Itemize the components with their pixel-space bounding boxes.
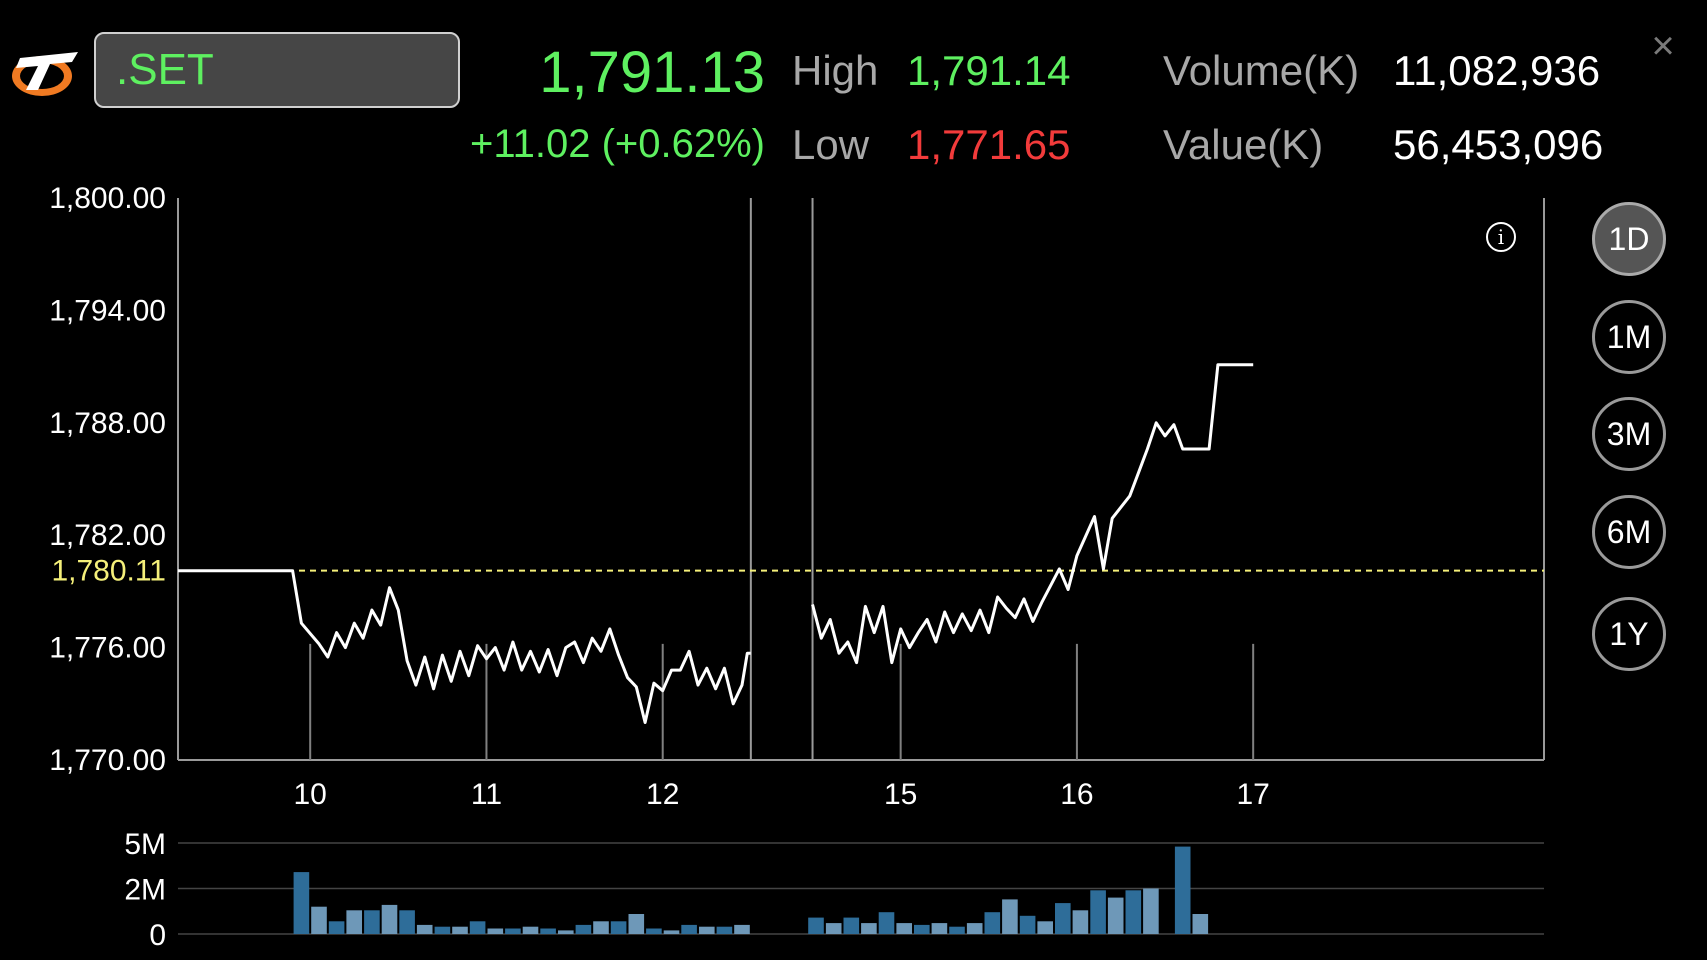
volume-bar [663, 930, 680, 934]
volume-value: 11,082,936 [1393, 47, 1601, 94]
volume-bar [434, 926, 451, 934]
volume-bar [681, 924, 697, 934]
volume-bar [610, 921, 627, 934]
volume-tick-label: 2M [124, 874, 166, 907]
volume-bar [861, 923, 877, 934]
volume-bar [575, 924, 592, 934]
symbol-input[interactable]: .SET [94, 32, 460, 108]
volume-bar [825, 923, 842, 934]
volume-bar [293, 872, 310, 934]
volume-bar [469, 921, 486, 934]
volume-bar [808, 917, 824, 934]
price-line [811, 363, 1254, 665]
y-tick-label: 1,788.00 [49, 407, 166, 440]
range-1y-button[interactable]: 1Y [1592, 597, 1666, 671]
y-tick-label: 1,794.00 [49, 294, 166, 327]
volume-tick-label: 5M [124, 828, 166, 861]
volume-bar [487, 928, 504, 934]
volume-bar [734, 924, 750, 934]
volume-bar [522, 926, 539, 934]
close-icon[interactable]: × [1651, 24, 1675, 68]
range-1m-button[interactable]: 1M [1592, 300, 1666, 374]
volume-bar [593, 921, 609, 934]
high-value: 1,791.14 [907, 47, 1071, 94]
volume-bar [505, 928, 521, 934]
volume-bar [716, 926, 733, 934]
volume-bar [1143, 888, 1159, 934]
x-tick-label: 10 [294, 778, 327, 811]
y-tick-label: 1,782.00 [49, 519, 166, 552]
volume-bar [699, 926, 715, 934]
volume-bar [1125, 890, 1142, 934]
price-line [178, 569, 751, 724]
volume-bar [1072, 910, 1089, 934]
volume-bar [966, 923, 983, 934]
last-price: 1,791.13 [539, 40, 765, 105]
volume-bar [558, 930, 574, 934]
volume-bar [399, 910, 415, 934]
volume-bar [1055, 903, 1071, 934]
volume-bar [1174, 846, 1191, 934]
value-label: Value(K) [1163, 121, 1324, 168]
range-6m-button[interactable]: 6M [1592, 495, 1666, 569]
y-tick-label: 1,770.00 [49, 744, 166, 777]
x-tick-label: 12 [646, 778, 679, 811]
volume-bar [984, 912, 1001, 934]
volume-bar [931, 923, 948, 934]
volume-bar [843, 917, 860, 934]
volume-label: Volume(K) [1163, 47, 1360, 94]
x-tick-label: 15 [884, 778, 917, 811]
price-change: +11.02 (+0.62%) [469, 122, 765, 166]
prior-close-label: 1,780.11 [51, 555, 166, 588]
y-tick-label: 1,800.00 [49, 182, 166, 215]
volume-bar [1019, 915, 1036, 934]
x-tick-label: 16 [1060, 778, 1093, 811]
volume-tick-label: 0 [149, 919, 166, 952]
volume-bar [628, 914, 645, 934]
value-value: 56,453,096 [1393, 121, 1604, 168]
volume-bar [646, 928, 662, 934]
volume-bar [1192, 914, 1209, 934]
volume-bar [1002, 899, 1018, 934]
info-icon[interactable]: i [1486, 222, 1516, 252]
volume-bar [381, 904, 398, 934]
volume-bar [364, 910, 380, 934]
range-3m-button[interactable]: 3M [1592, 397, 1666, 471]
y-tick-label: 1,776.00 [49, 632, 166, 665]
low-label: Low [792, 121, 870, 168]
low-value: 1,771.65 [907, 121, 1071, 168]
volume-bar [346, 910, 362, 934]
x-tick-label: 17 [1236, 778, 1269, 811]
range-1d-button[interactable]: 1D [1592, 202, 1666, 276]
volume-bar [328, 921, 345, 934]
volume-bar [949, 926, 965, 934]
volume-bar [878, 912, 895, 934]
volume-bar [1037, 921, 1053, 934]
volume-bar [311, 906, 327, 934]
volume-bar [914, 924, 930, 934]
x-tick-label: 11 [471, 778, 502, 811]
broker-logo [12, 52, 78, 96]
volume-bar [1090, 890, 1106, 934]
volume-bar [1107, 897, 1124, 934]
volume-bar [896, 923, 912, 934]
high-label: High [792, 47, 879, 94]
volume-bar [416, 924, 433, 934]
volume-bar [540, 928, 556, 934]
volume-bar [452, 926, 468, 934]
